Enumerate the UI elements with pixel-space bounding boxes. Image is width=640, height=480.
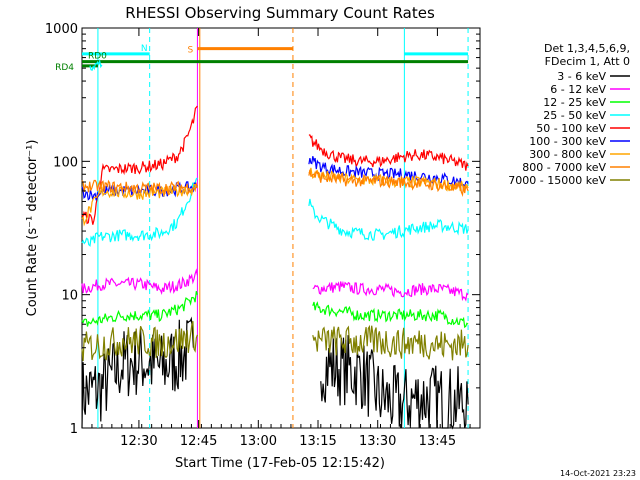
series-line-50-100-kev-1 [308,134,469,171]
series-line-12-25-kev-0 [81,291,198,327]
series-line-6-12-kev-0 [81,268,198,295]
y-tick-label-2: 100 [53,155,78,170]
legend-label-100-300-kev: 100 - 300 keV [529,135,606,148]
flag-label-s: S [188,46,194,56]
legend-label-12-25-kev: 12 - 25 keV [543,96,606,109]
series-line-50-100-kev-0 [81,105,198,225]
x-axis-label: Start Time (17-Feb-05 12:15:42) [175,456,385,471]
series-line-7000-15000-kev-1 [312,324,469,361]
legend-header-line-2: FDecim 1, Att 0 [545,55,630,68]
legend-label-300-800-kev: 300 - 800 keV [529,148,606,161]
legend-label-3-6-kev: 3 - 6 keV [557,70,606,83]
series-line-25-50-kev-1 [308,198,469,241]
footer-date: 14-Oct-2021 23:23 [560,469,636,478]
y-tick-label-1: 10 [61,289,78,304]
flag-label-rd4: RD4 [55,63,74,73]
legend-label-50-100-kev: 50 - 100 keV [536,122,606,135]
legend-label-25-50-kev: 25 - 50 keV [543,109,606,122]
y-tick-label-0: 1 [70,422,78,437]
series-line-800-7000-kev-0 [81,179,198,197]
x-tick-label-5: 13:45 [419,434,456,449]
series-line-3-6-kev-0 [81,316,194,429]
series-line-7000-15000-kev-0 [81,320,198,362]
y-axis-label: Count Rate (s⁻¹ detector⁻¹) [25,140,40,317]
y-tick-label-3: 1000 [45,22,78,37]
series-line-100-300-kev-1 [308,156,469,188]
series-line-800-7000-kev-1 [308,169,469,197]
x-tick-label-0: 12:30 [120,434,157,449]
series-line-rd4-flag-0 [89,58,103,72]
chart-title: RHESSI Observing Summary Count Rates [125,4,435,22]
flag-label-rd0: RD0 [88,52,107,62]
legend-label-6-12-kev: 6 - 12 keV [550,83,606,96]
legend-label-7000-15000-kev: 7000 - 15000 keV [508,174,606,187]
series-line-6-12-kev-1 [312,280,469,302]
series-line-25-50-kev-0 [81,177,198,247]
flag-label-n: N [141,44,148,54]
x-tick-label-4: 13:30 [359,434,396,449]
plot-layer: N S RD0 RD4 1 10 100 1000 12:30 12:45 13:00 13:15 13… [45,22,630,449]
legend-header-line-1: Det 1,3,4,5,6,9, [544,42,630,55]
series-line-300-800-kev-0 [81,183,198,227]
x-tick-label-2: 13:00 [240,434,277,449]
legend-label-800-7000-kev: 800 - 7000 keV [522,161,606,174]
x-tick-label-3: 13:15 [299,434,336,449]
series-line-12-25-kev-1 [312,301,469,329]
x-tick-label-1: 12:45 [180,434,217,449]
